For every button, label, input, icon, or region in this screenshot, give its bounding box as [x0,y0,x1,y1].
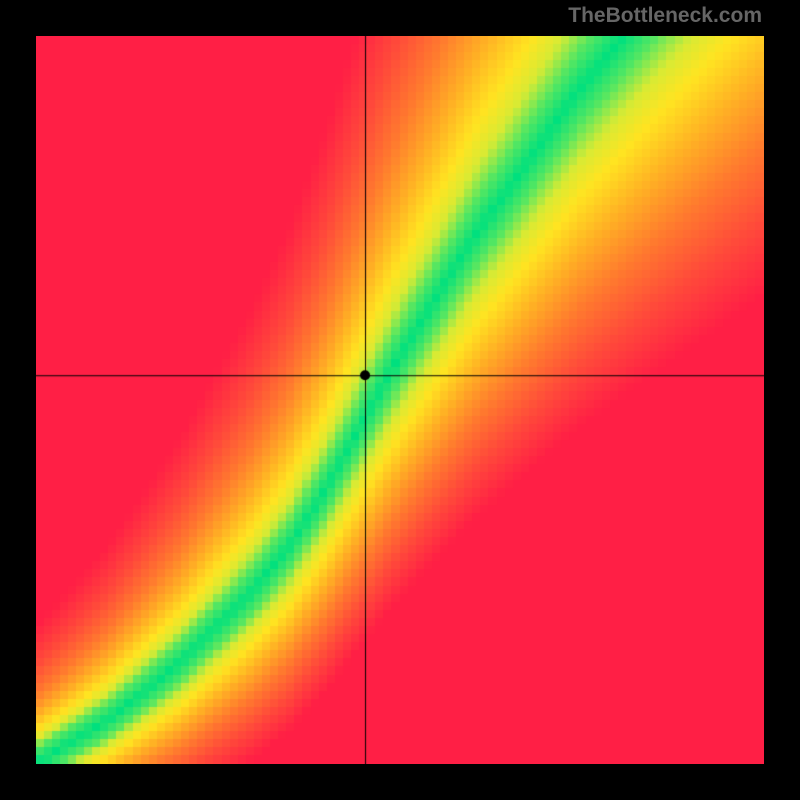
heatmap-canvas [36,36,764,764]
heatmap-plot [36,36,764,764]
watermark-text: TheBottleneck.com [568,4,762,28]
